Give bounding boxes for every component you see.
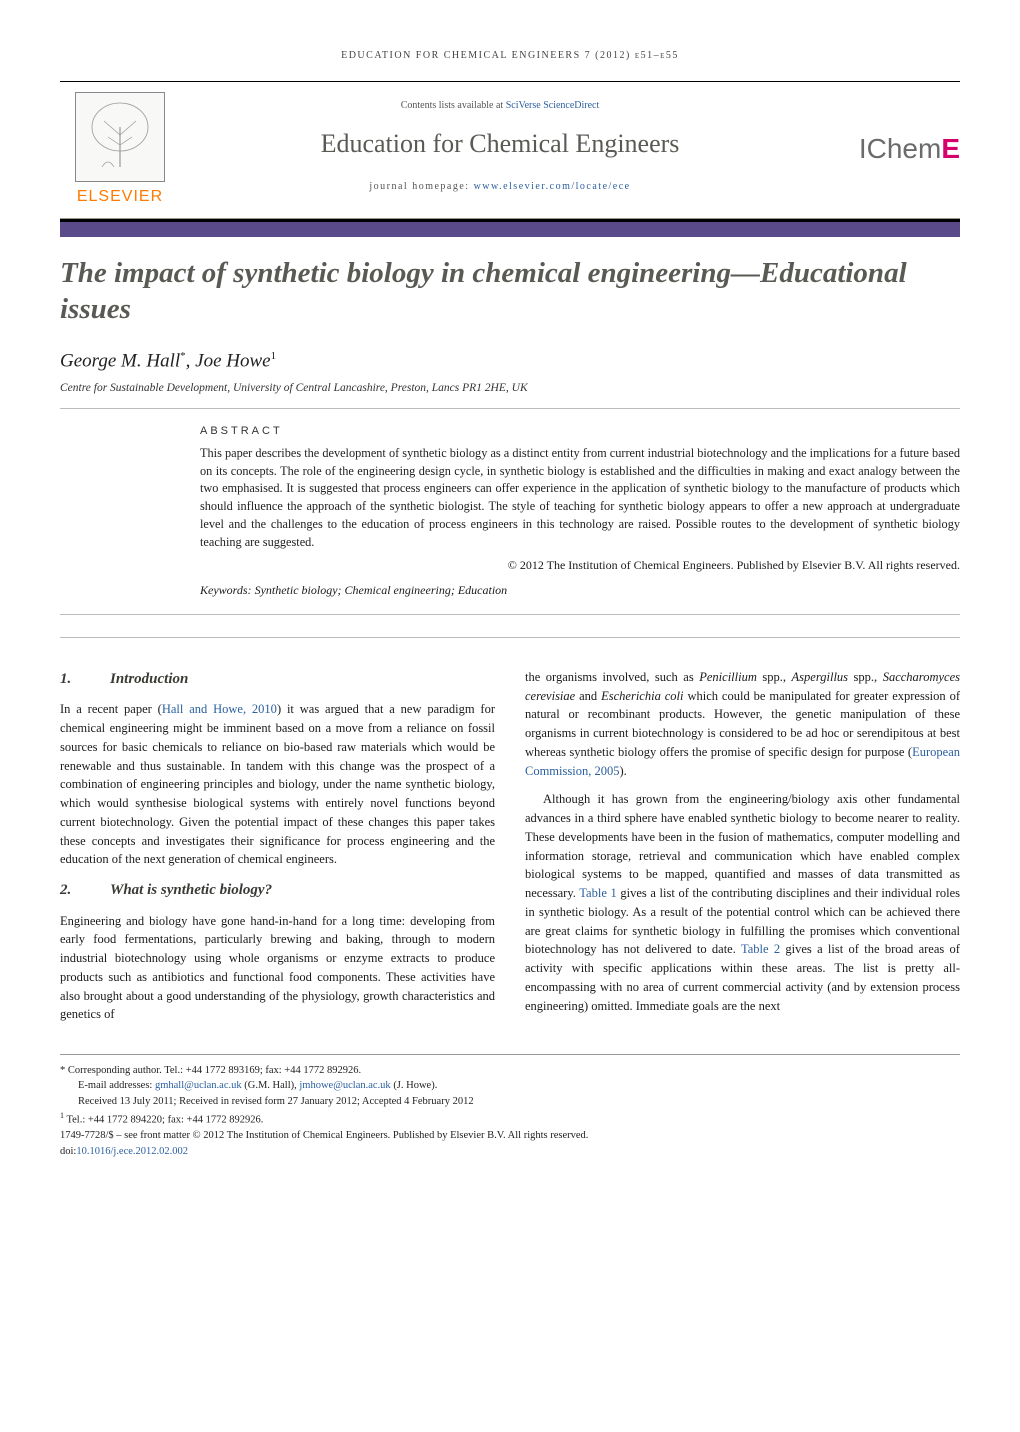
ref-table-2[interactable]: Table 2 (741, 942, 780, 956)
section-1-title: Introduction (110, 668, 188, 691)
elsevier-logo-block: ELSEVIER (60, 92, 180, 206)
corresponding-author: * Corresponding author. Tel.: +44 1772 8… (60, 1063, 960, 1079)
section-2-title: What is synthetic biology? (110, 879, 272, 902)
species-ecoli: Escherichia coli (601, 689, 683, 703)
keywords-value: Synthetic biology; Chemical engineering;… (255, 583, 508, 597)
brand-bar (60, 219, 960, 237)
article-title: The impact of synthetic biology in chemi… (60, 255, 960, 328)
s1p1b: ) it was argued that a new paradigm for … (60, 702, 495, 866)
doi-link[interactable]: 10.1016/j.ece.2012.02.002 (76, 1146, 188, 1157)
masthead: ELSEVIER Contents lists available at Sci… (60, 82, 960, 219)
elsevier-wordmark: ELSEVIER (77, 188, 163, 206)
running-header: EDUCATION FOR CHEMICAL ENGINEERS 7 (2012… (60, 50, 960, 61)
s2p1ca: the organisms involved, such as (525, 670, 699, 684)
section-2-para-1-cont: the organisms involved, such as Penicill… (525, 668, 960, 781)
section-2-heading: 2. What is synthetic biology? (60, 879, 495, 902)
s2t2: spp., (848, 670, 883, 684)
icheme-chem: Chem (867, 133, 942, 164)
doi-label: doi: (60, 1146, 76, 1157)
s2t3: and (575, 689, 601, 703)
contents-available-line: Contents lists available at SciVerse Sci… (190, 100, 810, 111)
author-2-mark: 1 (271, 350, 277, 362)
footer-block: * Corresponding author. Tel.: +44 1772 8… (60, 1054, 960, 1160)
author-sep: , (186, 350, 196, 371)
title-block: The impact of synthetic biology in chemi… (60, 255, 960, 638)
s2p2a: Although it has grown from the engineeri… (525, 792, 960, 900)
abstract-text: This paper describes the development of … (200, 445, 960, 552)
footnote-1: 1 Tel.: +44 1772 894220; fax: +44 1772 8… (60, 1110, 960, 1128)
icheme-i: I (859, 133, 867, 164)
ref-hall-howe-2010[interactable]: Hall and Howe, 2010 (162, 702, 277, 716)
section-1-heading: 1. Introduction (60, 668, 495, 691)
ref-table-1[interactable]: Table 1 (579, 886, 616, 900)
email-label: E-mail addresses: (78, 1080, 155, 1091)
s2p1cc: ). (619, 764, 626, 778)
species-penicillium: Penicillium (699, 670, 757, 684)
doi-line: doi:10.1016/j.ece.2012.02.002 (60, 1144, 960, 1160)
species-aspergillus: Aspergillus (792, 670, 848, 684)
elsevier-tree-icon (75, 92, 165, 182)
email-1-link[interactable]: gmhall@uclan.ac.uk (155, 1080, 242, 1091)
section-1-number: 1. (60, 668, 80, 691)
icheme-logo-block: IChemE (820, 92, 960, 206)
issn-line: 1749-7728/$ – see front matter © 2012 Th… (60, 1128, 960, 1144)
journal-homepage-line: journal homepage: www.elsevier.com/locat… (190, 181, 810, 192)
abstract-heading: ABSTRACT (200, 425, 960, 437)
author-2: Joe Howe (195, 350, 270, 371)
email-2-who: (J. Howe). (391, 1080, 438, 1091)
email-1-who: (G.M. Hall), (242, 1080, 300, 1091)
section-2-para-2: Although it has grown from the engineeri… (525, 790, 960, 1015)
footnote-1-mark: 1 (60, 1111, 64, 1120)
masthead-center: Contents lists available at SciVerse Sci… (180, 92, 820, 206)
email-2-link[interactable]: jmhowe@uclan.ac.uk (299, 1080, 390, 1091)
homepage-prefix: journal homepage: (369, 181, 473, 192)
abstract-copyright: © 2012 The Institution of Chemical Engin… (200, 558, 960, 573)
contents-prefix: Contents lists available at (401, 100, 506, 111)
affiliation: Centre for Sustainable Development, Univ… (60, 382, 960, 409)
s1p1a: In a recent paper ( (60, 702, 162, 716)
footnote-1-text: Tel.: +44 1772 894220; fax: +44 1772 892… (66, 1114, 263, 1125)
s2t1: spp., (757, 670, 792, 684)
body-columns: 1. Introduction In a recent paper (Hall … (60, 668, 960, 1030)
section-2-para-1: Engineering and biology have gone hand-i… (60, 912, 495, 1025)
journal-name: Education for Chemical Engineers (190, 129, 810, 159)
received-line: Received 13 July 2011; Received in revis… (60, 1094, 960, 1110)
journal-homepage-link[interactable]: www.elsevier.com/locate/ece (474, 181, 631, 192)
icheme-logo: IChemE (859, 133, 960, 165)
keywords-line: Keywords: Synthetic biology; Chemical en… (200, 583, 960, 598)
section-1-para-1: In a recent paper (Hall and Howe, 2010) … (60, 700, 495, 869)
keywords-label: Keywords: (200, 583, 252, 597)
abstract-block: ABSTRACT This paper describes the develo… (60, 425, 960, 615)
icheme-e: E (941, 133, 960, 164)
section-2-number: 2. (60, 879, 80, 902)
author-1: George M. Hall (60, 350, 180, 371)
email-line: E-mail addresses: gmhall@uclan.ac.uk (G.… (60, 1078, 960, 1094)
author-line: George M. Hall*, Joe Howe1 (60, 350, 960, 372)
sciencedirect-link[interactable]: SciVerse ScienceDirect (506, 100, 600, 111)
